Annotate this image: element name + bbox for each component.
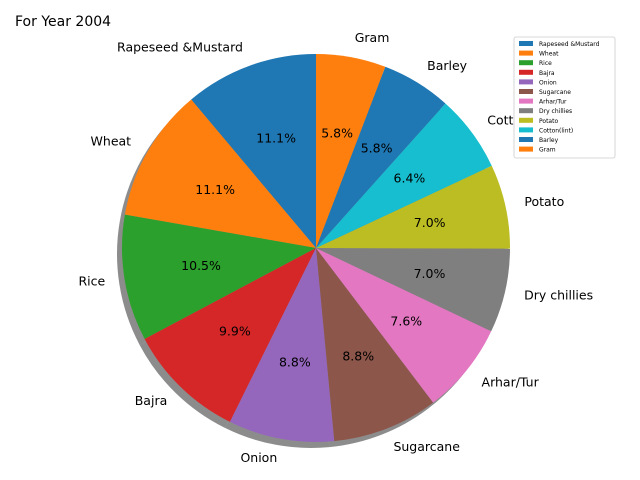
slice-gram [316,54,386,248]
percent-label-arhar-tur: 7.6% [390,313,422,328]
slice-label-gram: Gram [355,30,390,45]
percent-label-wheat: 11.1% [195,182,235,197]
legend-label-arhar-tur: Arhar/Tur [539,99,567,106]
slice-labels: Rapeseed &Mustard Wheat Rice Bajra Onion Suga… [79,30,594,465]
percent-label-onion: 8.8% [279,354,311,369]
percent-labels: 11.1% 11.1% 10.5% 9.9% 8.8% 8.8% 7.6% 7.0% 7.0% 6… [181,126,445,370]
slice-label-wheat: Wheat [91,133,132,148]
chart-title: For Year 2004 [15,14,111,30]
slice-barley [316,66,446,248]
percent-label-sugarcane: 8.8% [342,348,374,363]
legend-swatch-barley [519,137,533,142]
slice-bajra [144,248,316,422]
legend-label-barley: Barley [539,137,559,144]
slice-potato [316,165,510,249]
slice-label-barley: Barley [427,58,468,73]
legend-swatch-gram [519,146,533,152]
slice-sugarcane [316,248,434,442]
slice-label-potato: Potato [524,194,564,209]
legend-swatch-onion [519,79,533,85]
slice-arhar-tur [316,248,492,403]
slice-rice [121,214,316,339]
legend-label-gram: Gram [539,147,556,154]
slice-label-rapeseed-mustard: Rapeseed &Mustard [117,39,243,54]
percent-label-dry-chillies: 7.0% [414,266,446,281]
slice-label-arhar-tur: Arhar/Tur [482,375,540,390]
percent-label-rice: 10.5% [181,258,221,273]
legend-label-cotton-lint: Cotton(lint) [539,127,573,134]
slice-label-onion: Onion [240,450,277,465]
legend-label-sugarcane: Sugarcane [539,89,571,96]
slice-label-bajra: Bajra [135,393,168,408]
legend-swatch-sugarcane [519,89,533,94]
slice-rapeseed-mustard [191,54,316,248]
legend-label-bajra: Bajra [539,70,555,77]
slice-label-sugarcane: Sugarcane [393,439,460,454]
percent-label-bajra: 9.9% [219,323,251,338]
legend-label-rapeseed-mustard: Rapeseed &Mustard [539,41,600,48]
legend-swatch-cotton-lint [519,127,533,133]
legend-swatch-wheat [519,50,533,56]
legend-frame [513,36,616,159]
slice-label-dry-chillies: Dry chillies [524,287,593,302]
percent-label-gram: 5.8% [321,126,353,141]
legend-label-dry-chillies: Dry chillies [539,108,572,115]
slice-wheat [124,99,316,249]
percent-label-rapeseed-mustard: 11.1% [256,131,296,146]
slice-cotton-lint [316,103,492,249]
legend-swatch-potato [519,117,533,123]
percent-label-cotton-lint: 6.4% [394,171,426,186]
legend-swatch-arhar-tur [519,98,533,104]
legend-label-rice: Rice [539,60,552,67]
slice-label-rice: Rice [79,273,106,288]
percent-label-barley: 5.8% [361,141,393,156]
legend: Rapeseed &Mustard Wheat Rice Bajra Onion Suga… [513,36,616,159]
pie-slices [121,54,510,442]
legend-swatch-dry-chillies [519,108,533,114]
percent-label-potato: 7.0% [414,215,446,230]
legend-label-wheat: Wheat [539,51,559,58]
slice-dry-chillies [316,248,510,332]
legend-swatch-bajra [519,69,533,75]
slice-onion [229,248,335,442]
legend-swatch-rice [519,60,533,66]
legend-label-potato: Potato [539,118,558,125]
legend-swatch-rapeseed-mustard [519,41,533,46]
legend-label-onion: Onion [539,79,557,86]
